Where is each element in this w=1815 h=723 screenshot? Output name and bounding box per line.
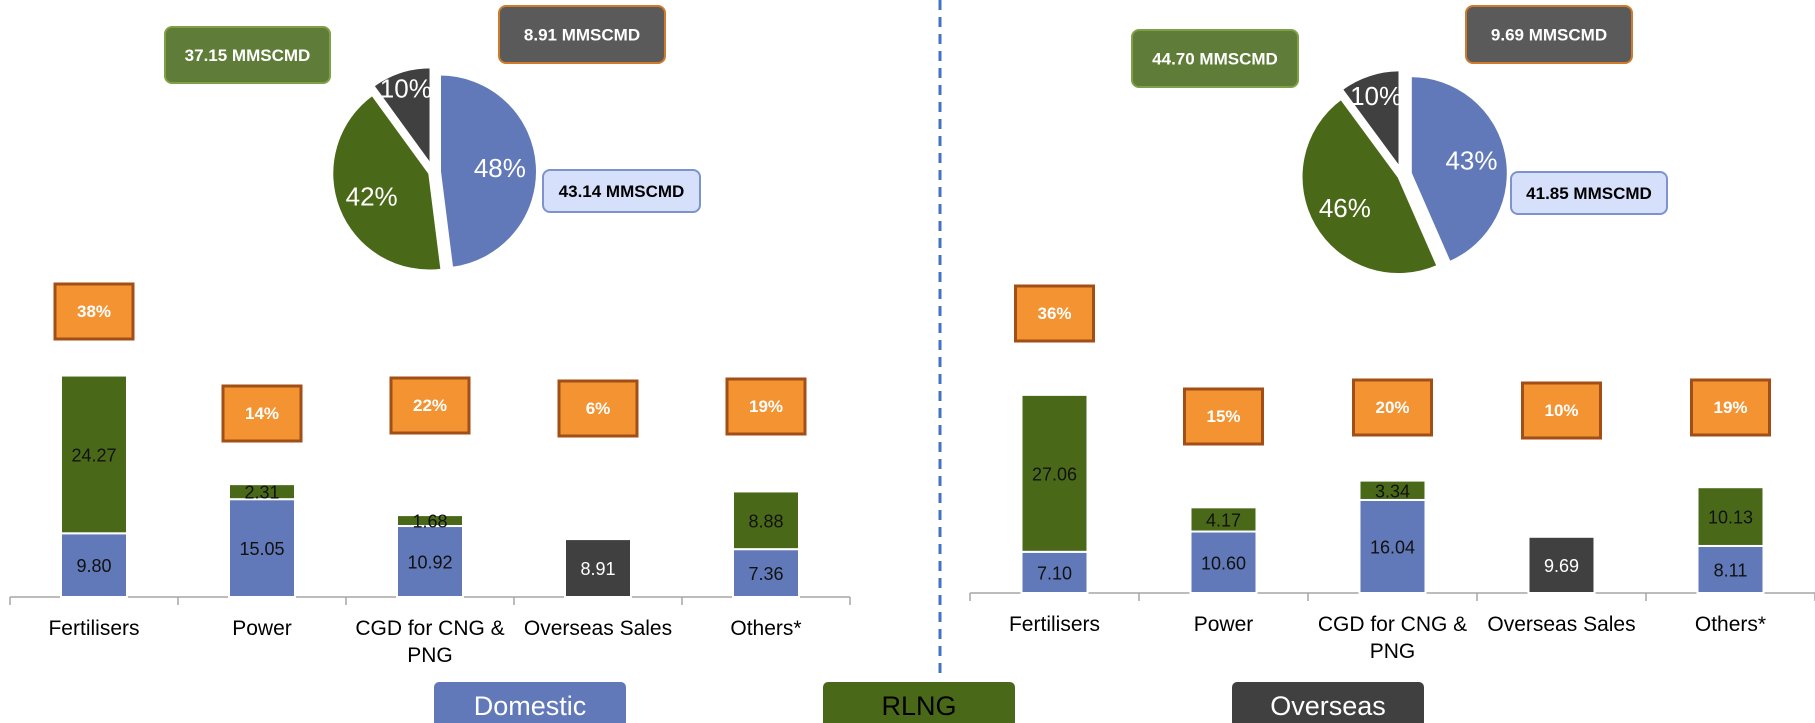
- share-label: 6%: [586, 399, 611, 418]
- bar-value-label-rlng: 3.34: [1375, 481, 1410, 501]
- bar-overseas: [1527, 535, 1596, 594]
- bar-rlng: [732, 490, 800, 551]
- category-label: PNG: [407, 644, 453, 667]
- bar-value-label-overseas: 9.69: [1544, 556, 1579, 576]
- bar-value-label-domestic: 15.05: [239, 539, 284, 559]
- bar-overseas: [564, 538, 632, 599]
- pie-callout-box-rlng: [1131, 29, 1299, 88]
- bar-rlng: [1696, 486, 1765, 547]
- bar-rlng: [228, 483, 296, 501]
- category-label: Others*: [730, 617, 801, 640]
- bar-value-label-rlng: 10.13: [1708, 508, 1753, 528]
- bar-rlng: [60, 374, 128, 535]
- pie-callout-box-domestic: [1510, 171, 1668, 215]
- legend-label-domestic: Domestic: [474, 691, 587, 721]
- share-label-box: [1014, 284, 1095, 343]
- bar-domestic: [1696, 544, 1765, 594]
- pie-callout-rlng: 44.70 MMSCMD: [1152, 50, 1278, 69]
- bar-value-label-domestic: 10.92: [407, 553, 452, 573]
- pie-slice-overseas: [1340, 69, 1401, 171]
- share-label: 14%: [245, 404, 279, 423]
- category-label: Power: [232, 617, 292, 640]
- share-label-box: [53, 282, 135, 341]
- category-label: Power: [1194, 613, 1254, 636]
- bar-value-label-rlng: 2.31: [244, 483, 279, 503]
- right-pie-chart: 43% 41.85 MMSCMD 46% 44.70 MMSCMD 10% 9.69 MM…: [1131, 5, 1668, 276]
- pie-callout-box-domestic: [542, 169, 701, 213]
- share-label-box: [1183, 387, 1264, 446]
- pie-slice-overseas: [372, 66, 432, 168]
- category-label: CGD for CNG &: [355, 617, 504, 640]
- share-label: 20%: [1375, 398, 1409, 417]
- pie-callout-box-overseas: [498, 5, 666, 64]
- pie-slice-label-overseas: 10%: [380, 73, 432, 103]
- share-label: 38%: [77, 302, 111, 321]
- bar-value-label-domestic: 16.04: [1370, 537, 1415, 557]
- share-label-box: [1690, 378, 1771, 437]
- share-label-box: [1352, 378, 1433, 437]
- pie-slice-domestic: [438, 73, 538, 269]
- category-label: Fertilisers: [1009, 613, 1100, 636]
- pie-callout-overseas: 9.69 MMSCMD: [1491, 26, 1607, 45]
- share-label: 22%: [413, 396, 447, 415]
- pie-slice-label-overseas: 10%: [1350, 81, 1402, 111]
- bar-domestic: [60, 532, 128, 598]
- bar-domestic: [228, 498, 296, 598]
- bar-rlng: [1189, 506, 1258, 533]
- share-label: 19%: [749, 397, 783, 416]
- legend-label-rlng: RLNG: [881, 691, 956, 721]
- pie-callout-domestic: 43.14 MMSCMD: [559, 182, 685, 201]
- pie-slice-rlng: [1300, 97, 1439, 276]
- left-pie-chart: 48% 43.14 MMSCMD 42% 37.15 MMSCMD 10% 8.91 MM…: [164, 5, 701, 272]
- pie-callout-box-rlng: [164, 26, 331, 84]
- bar-value-label-rlng: 1.68: [412, 512, 447, 532]
- bar-value-label-domestic: 7.10: [1037, 563, 1072, 583]
- share-label-box: [389, 376, 471, 435]
- share-label: 19%: [1713, 398, 1747, 417]
- bar-value-label-rlng: 27.06: [1032, 464, 1077, 484]
- pie-slice-label-rlng: 42%: [346, 181, 398, 211]
- bar-value-label-rlng: 24.27: [71, 445, 116, 465]
- legend-swatch-overseas: [1232, 682, 1424, 723]
- share-label-box: [557, 379, 639, 438]
- left-bar-chart: 9.80 24.27 38% Fertilisers 15.05 2.31 14% Power…: [9, 282, 851, 667]
- bar-value-label-overseas: 8.91: [580, 559, 615, 579]
- category-label: PNG: [1370, 640, 1416, 663]
- category-label: CGD for CNG &: [1318, 613, 1467, 636]
- bar-rlng: [396, 514, 464, 528]
- pie-callout-overseas: 8.91 MMSCMD: [524, 26, 640, 45]
- right-bar-chart: 7.10 27.06 36% Fertilisers 10.60 4.17 15% Power…: [969, 284, 1815, 663]
- pie-slice-domestic: [1409, 75, 1509, 264]
- category-label: Overseas Sales: [1487, 613, 1635, 636]
- bar-value-label-rlng: 4.17: [1206, 510, 1241, 530]
- category-label: Overseas Sales: [524, 617, 672, 640]
- share-label: 15%: [1206, 407, 1240, 426]
- share-label: 10%: [1544, 401, 1578, 420]
- share-label-box: [1521, 381, 1602, 440]
- bar-value-label-domestic: 9.80: [76, 556, 111, 576]
- legend-label-overseas: Overseas: [1270, 691, 1386, 721]
- legend-swatch-rlng: [823, 682, 1015, 723]
- bar-value-label-rlng: 8.88: [748, 511, 783, 531]
- bar-value-label-domestic: 7.36: [748, 564, 783, 584]
- pie-callout-box-overseas: [1465, 5, 1633, 64]
- pie-callout-rlng: 37.15 MMSCMD: [185, 46, 311, 65]
- pie-callout-domestic: 41.85 MMSCMD: [1526, 184, 1652, 203]
- bar-value-label-domestic: 10.60: [1201, 553, 1246, 573]
- pie-slice-rlng: [331, 93, 443, 272]
- share-label-box: [221, 384, 303, 443]
- pie-slice-label-rlng: 46%: [1319, 193, 1371, 223]
- share-label-box: [725, 377, 807, 436]
- bar-rlng: [1358, 479, 1427, 501]
- pie-slice-label-domestic: 43%: [1445, 145, 1497, 175]
- bar-value-label-domestic: 8.11: [1714, 560, 1748, 580]
- bar-rlng: [1020, 393, 1089, 553]
- category-label: Fertilisers: [48, 617, 139, 640]
- category-label: Others*: [1695, 613, 1766, 636]
- legend: Domestic RLNG Overseas: [434, 682, 1424, 723]
- share-label: 36%: [1037, 304, 1071, 323]
- legend-swatch-domestic: [434, 682, 626, 723]
- pie-slice-label-domestic: 48%: [474, 153, 526, 183]
